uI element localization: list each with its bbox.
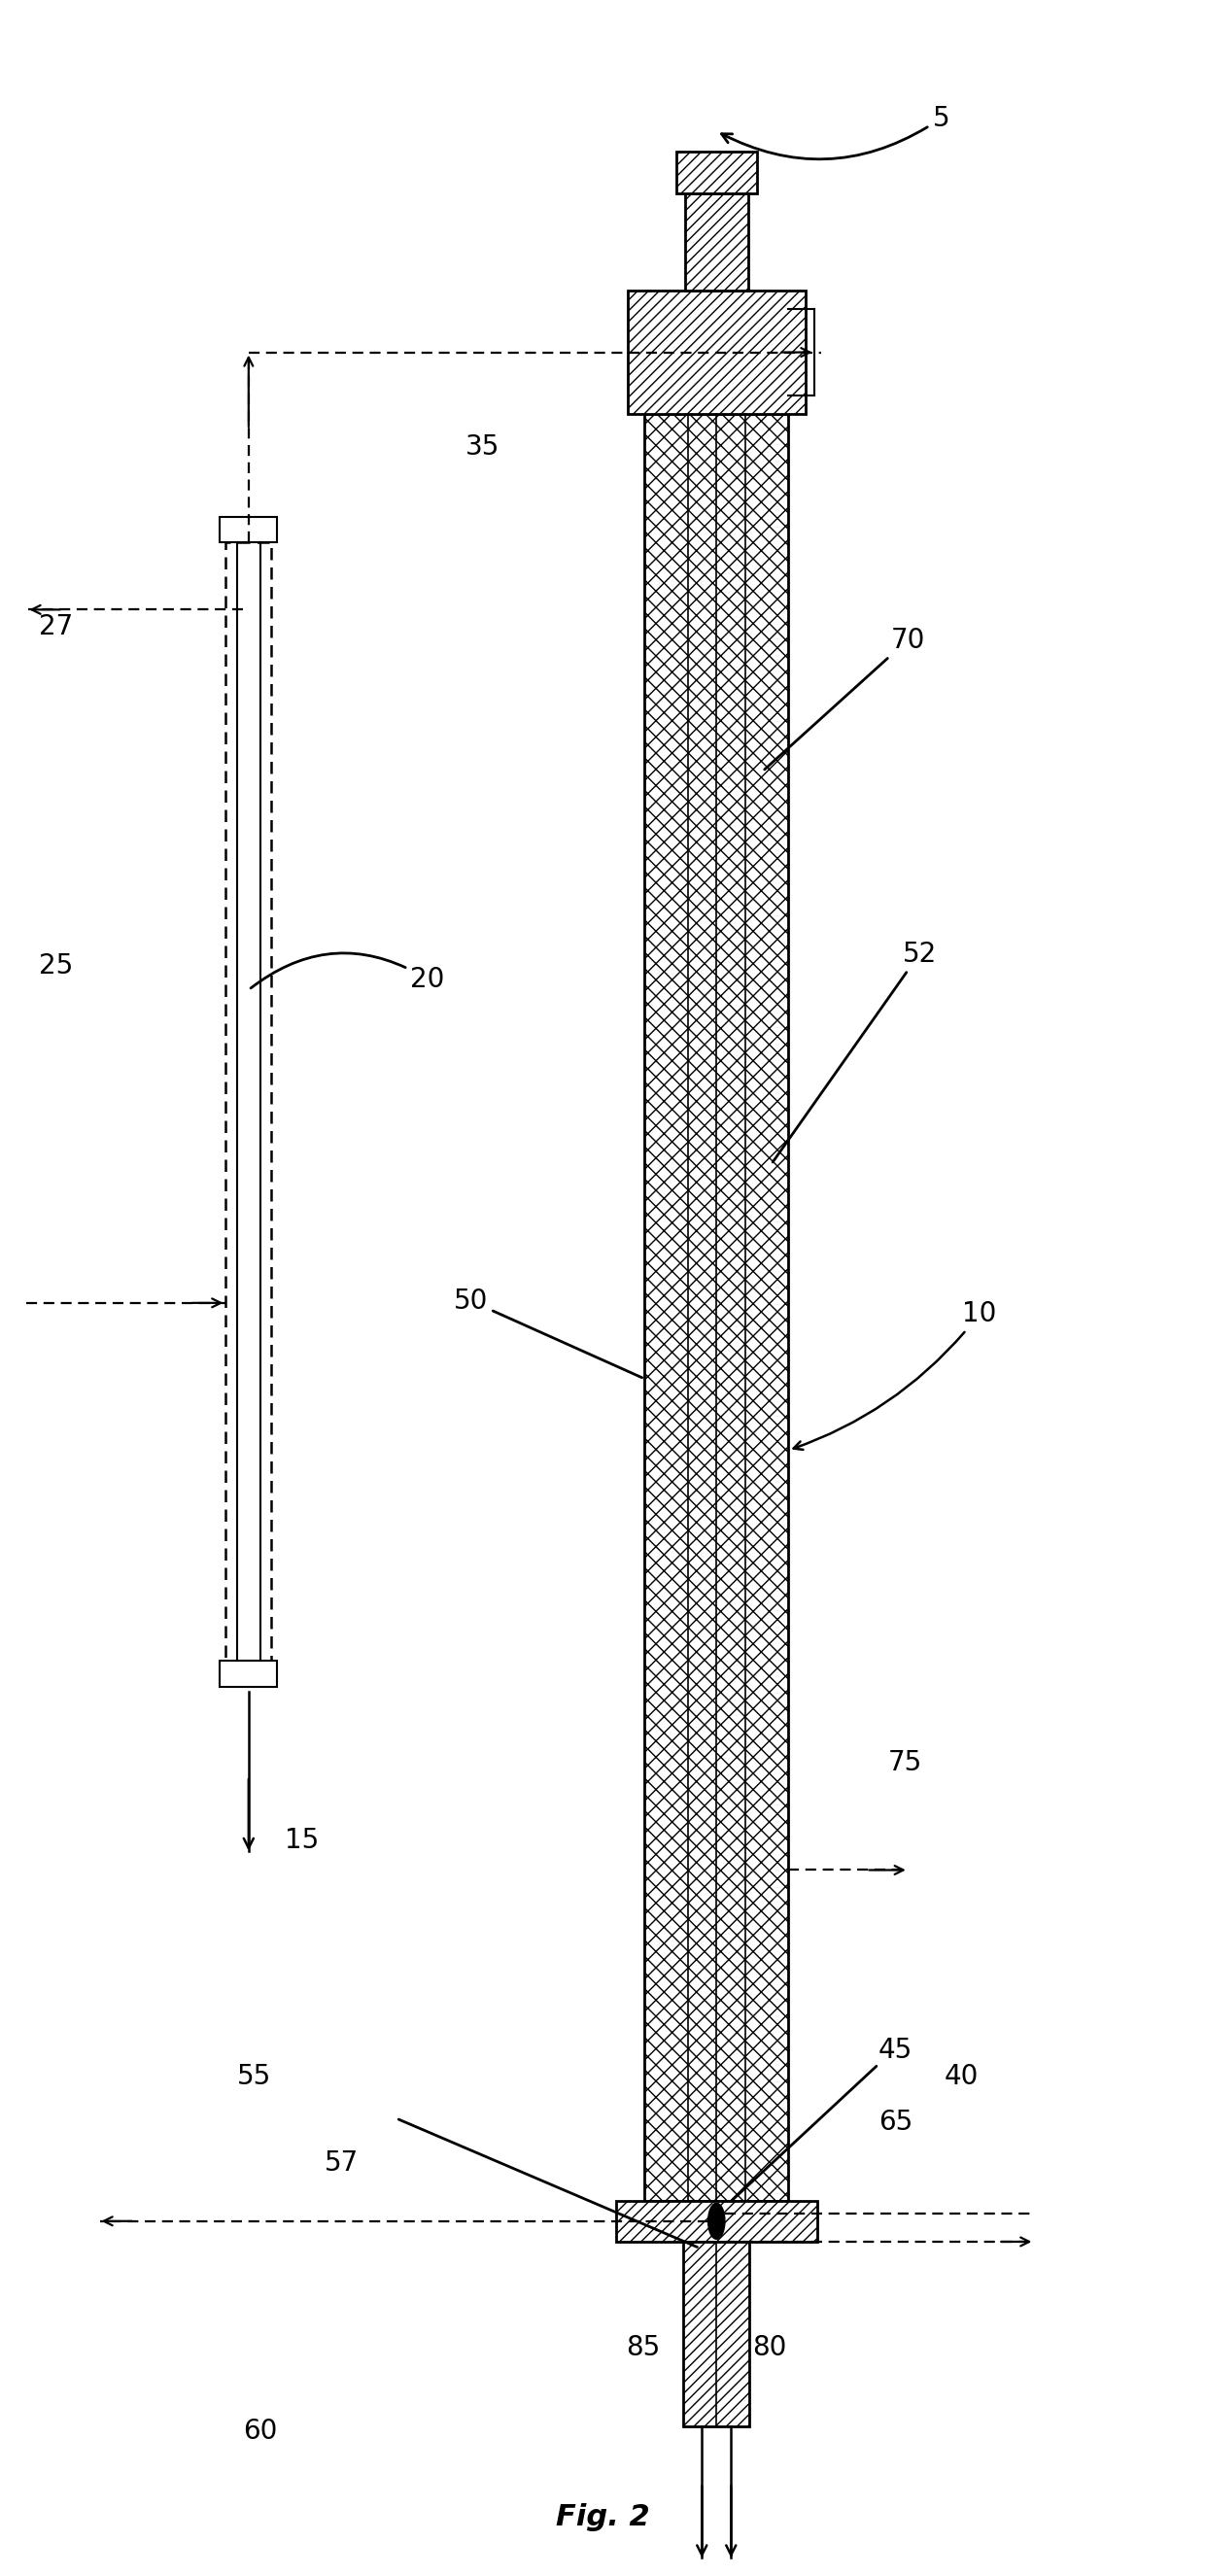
Bar	[225, 544, 271, 1662]
Text: 40: 40	[945, 2063, 978, 2089]
Text: 27: 27	[39, 613, 74, 641]
Text: Fig. 2: Fig. 2	[556, 2504, 649, 2530]
Text: 75: 75	[888, 1749, 922, 1777]
Bar	[616, 2200, 817, 2241]
Text: 25: 25	[39, 953, 74, 979]
Text: 57: 57	[324, 2148, 358, 2177]
Text: 15: 15	[284, 1826, 319, 1855]
Text: 5: 5	[722, 106, 950, 160]
Circle shape	[709, 2202, 725, 2239]
Bar	[645, 415, 788, 2200]
Text: 60: 60	[242, 2416, 277, 2445]
Text: 45: 45	[878, 2038, 912, 2063]
Text: 65: 65	[878, 2110, 912, 2136]
Bar	[219, 1662, 277, 1687]
Bar	[219, 518, 277, 544]
Bar	[683, 2241, 750, 2427]
Text: 10: 10	[794, 1301, 997, 1450]
Text: 55: 55	[236, 2063, 271, 2089]
Text: 52: 52	[772, 940, 936, 1162]
Text: 70: 70	[764, 626, 924, 770]
Text: 80: 80	[752, 2334, 787, 2362]
Text: 20: 20	[251, 953, 445, 994]
Text: 50: 50	[453, 1288, 642, 1378]
Bar	[684, 193, 748, 291]
Bar	[628, 291, 805, 415]
Text: 35: 35	[465, 433, 500, 461]
Text: 85: 85	[625, 2334, 660, 2362]
Bar	[676, 152, 757, 193]
